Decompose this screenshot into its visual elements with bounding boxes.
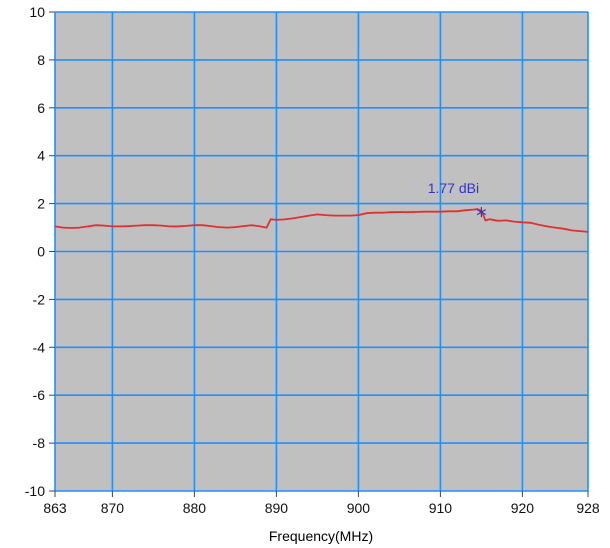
y-tick-label: 4 xyxy=(37,148,45,164)
y-tick-label: -6 xyxy=(33,387,46,403)
x-tick-label: 870 xyxy=(101,500,125,516)
marker-label: 1.77 dBi xyxy=(428,180,479,196)
x-tick-label: 928 xyxy=(576,500,600,516)
peak-marker: 1.77 dBi xyxy=(428,180,487,218)
y-tick-label: 0 xyxy=(37,244,45,260)
y-tick-label: -2 xyxy=(33,291,46,307)
y-tick-label: -4 xyxy=(33,339,46,355)
y-tick-label: 8 xyxy=(37,52,45,68)
x-tick-label: 863 xyxy=(43,500,67,516)
x-tick-label: 890 xyxy=(265,500,289,516)
y-tick-label: 6 xyxy=(37,100,45,116)
axis-ticks xyxy=(49,11,589,497)
y-tick-label: 2 xyxy=(37,196,45,212)
x-axis-label: Frequency(MHz) xyxy=(269,528,373,544)
x-tick-label: 900 xyxy=(347,500,371,516)
y-tick-label: -10 xyxy=(25,483,45,499)
y-tick-label: -8 xyxy=(33,435,46,451)
x-tick-label: 910 xyxy=(429,500,453,516)
grid-lines xyxy=(54,11,589,492)
x-tick-label: 920 xyxy=(511,500,535,516)
x-tick-labels: 863 870 880 890 900 910 920 928 xyxy=(43,500,600,516)
x-tick-label: 880 xyxy=(183,500,207,516)
y-tick-labels: -10 -8 -6 -4 -2 0 2 4 6 8 10 xyxy=(25,4,45,499)
y-tick-label: 10 xyxy=(29,4,45,20)
marker-star xyxy=(476,209,487,216)
series-line xyxy=(54,208,589,233)
